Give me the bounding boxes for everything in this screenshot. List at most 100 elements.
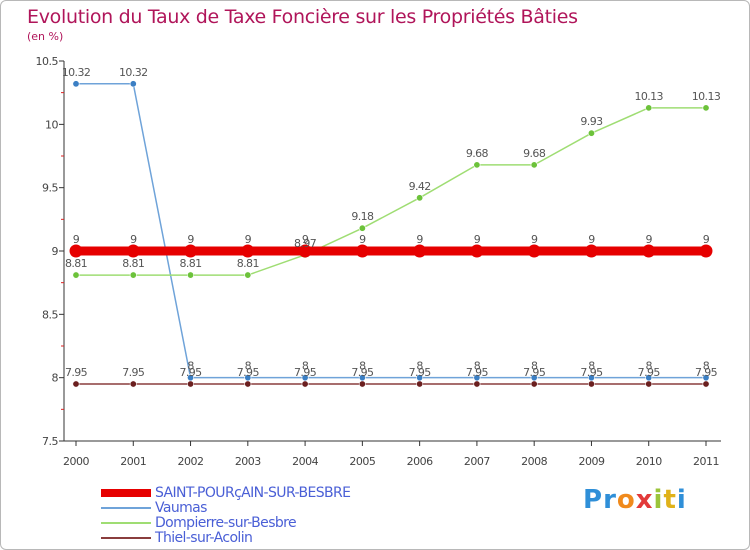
data-label: 9 xyxy=(187,233,194,246)
data-point xyxy=(129,271,137,279)
data-point xyxy=(645,104,653,112)
y-tick-label: 10.5 xyxy=(36,55,59,68)
data-label: 8 xyxy=(474,360,481,373)
data-point xyxy=(473,161,481,169)
y-tick-label: 7.5 xyxy=(42,435,58,448)
data-label: 7.95 xyxy=(65,366,88,379)
data-point xyxy=(129,80,137,88)
logo-letter: x xyxy=(635,485,654,515)
data-point xyxy=(702,104,710,112)
y-tick-label: 9.5 xyxy=(42,182,58,195)
data-point xyxy=(244,380,252,388)
x-tick-label: 2007 xyxy=(464,455,490,468)
series-line xyxy=(76,83,706,379)
data-label: 8.81 xyxy=(179,257,201,270)
legend-label-saint-pourcain: SAINT-POURçAIN-SUR-BESBRE xyxy=(155,485,351,501)
data-point xyxy=(416,374,424,382)
legend-swatch-thiel xyxy=(101,537,151,539)
logo-letter: P xyxy=(583,485,604,515)
data-label: 10.32 xyxy=(119,66,148,79)
logo-letter: t xyxy=(663,485,677,515)
legend-item-thiel: Thiel-sur-Acolin xyxy=(101,530,253,546)
legend-label-vaumas: Vaumas xyxy=(155,500,207,516)
data-point xyxy=(699,244,713,258)
data-label: 8 xyxy=(588,360,595,373)
data-point xyxy=(301,380,309,388)
data-label: 8 xyxy=(703,360,710,373)
data-point xyxy=(473,380,481,388)
y-tick-label: 8 xyxy=(52,372,59,385)
legend-label-dompierre: Dompierre-sur-Besbre xyxy=(155,515,297,531)
data-label: 8.97 xyxy=(294,237,317,250)
data-label: 7.95 xyxy=(695,366,718,379)
data-label: 9 xyxy=(73,233,80,246)
logo-letter: r xyxy=(603,485,617,515)
data-label: 8.81 xyxy=(122,257,144,270)
data-label: 8.81 xyxy=(237,257,259,270)
data-label: 8 xyxy=(531,360,538,373)
data-point xyxy=(298,244,312,258)
data-label: 7.95 xyxy=(179,366,202,379)
data-point xyxy=(187,380,195,388)
data-label: 9 xyxy=(416,233,423,246)
data-label: 7.95 xyxy=(237,366,260,379)
data-point xyxy=(358,374,366,382)
proxiti-logo: Proxiti xyxy=(583,485,687,515)
data-point xyxy=(473,374,481,382)
legend-swatch-dompierre xyxy=(101,522,151,524)
data-label: 9.93 xyxy=(580,115,603,128)
data-point xyxy=(187,271,195,279)
data-label: 9 xyxy=(588,233,595,246)
y-tick-label: 10 xyxy=(45,118,58,131)
data-label: 8 xyxy=(416,360,423,373)
series-line xyxy=(76,107,706,276)
x-tick-label: 2008 xyxy=(521,455,547,468)
chart-title: Evolution du Taux de Taxe Foncière sur l… xyxy=(27,6,578,28)
legend-item-saint-pourcain: SAINT-POURçAIN-SUR-BESBRE xyxy=(101,485,351,501)
data-label: 9 xyxy=(531,233,538,246)
data-label: 8 xyxy=(302,360,309,373)
x-tick-label: 2001 xyxy=(120,455,146,468)
data-point xyxy=(470,244,484,258)
data-label: 8 xyxy=(359,360,366,373)
data-label: 8.81 xyxy=(65,257,87,270)
data-point xyxy=(72,380,80,388)
x-tick-label: 2005 xyxy=(349,455,375,468)
x-tick-label: 2003 xyxy=(235,455,261,468)
data-point xyxy=(702,380,710,388)
data-point xyxy=(416,380,424,388)
x-tick-label: 2010 xyxy=(636,455,662,468)
data-point xyxy=(355,244,369,258)
data-point xyxy=(358,224,366,232)
data-label: 9 xyxy=(703,233,710,246)
legend-swatch-saint-pourcain xyxy=(101,489,151,497)
x-tick-label: 2000 xyxy=(63,455,89,468)
data-point xyxy=(584,244,598,258)
data-label: 7.95 xyxy=(294,366,317,379)
data-label: 9.68 xyxy=(466,147,489,160)
data-label: 10.32 xyxy=(62,66,91,79)
data-point xyxy=(301,374,309,382)
data-point xyxy=(645,374,653,382)
data-point xyxy=(530,380,538,388)
data-label: 9 xyxy=(646,233,653,246)
data-point xyxy=(72,80,80,88)
logo-letter: i xyxy=(653,485,664,515)
data-point xyxy=(587,380,595,388)
data-label: 8 xyxy=(646,360,653,373)
data-point xyxy=(244,271,252,279)
data-label: 9.18 xyxy=(351,210,374,223)
data-label: 7.95 xyxy=(351,366,374,379)
legend-item-dompierre: Dompierre-sur-Besbre xyxy=(101,515,297,531)
data-label: 7.95 xyxy=(580,366,603,379)
data-point xyxy=(587,129,595,137)
data-label: 7.95 xyxy=(122,366,145,379)
data-point xyxy=(642,244,656,258)
x-tick-label: 2002 xyxy=(178,455,204,468)
y-axis-unit-label: (en %) xyxy=(27,30,64,43)
data-point xyxy=(72,271,80,279)
data-point xyxy=(358,380,366,388)
data-label: 7.95 xyxy=(638,366,661,379)
data-label: 9.42 xyxy=(409,180,431,193)
